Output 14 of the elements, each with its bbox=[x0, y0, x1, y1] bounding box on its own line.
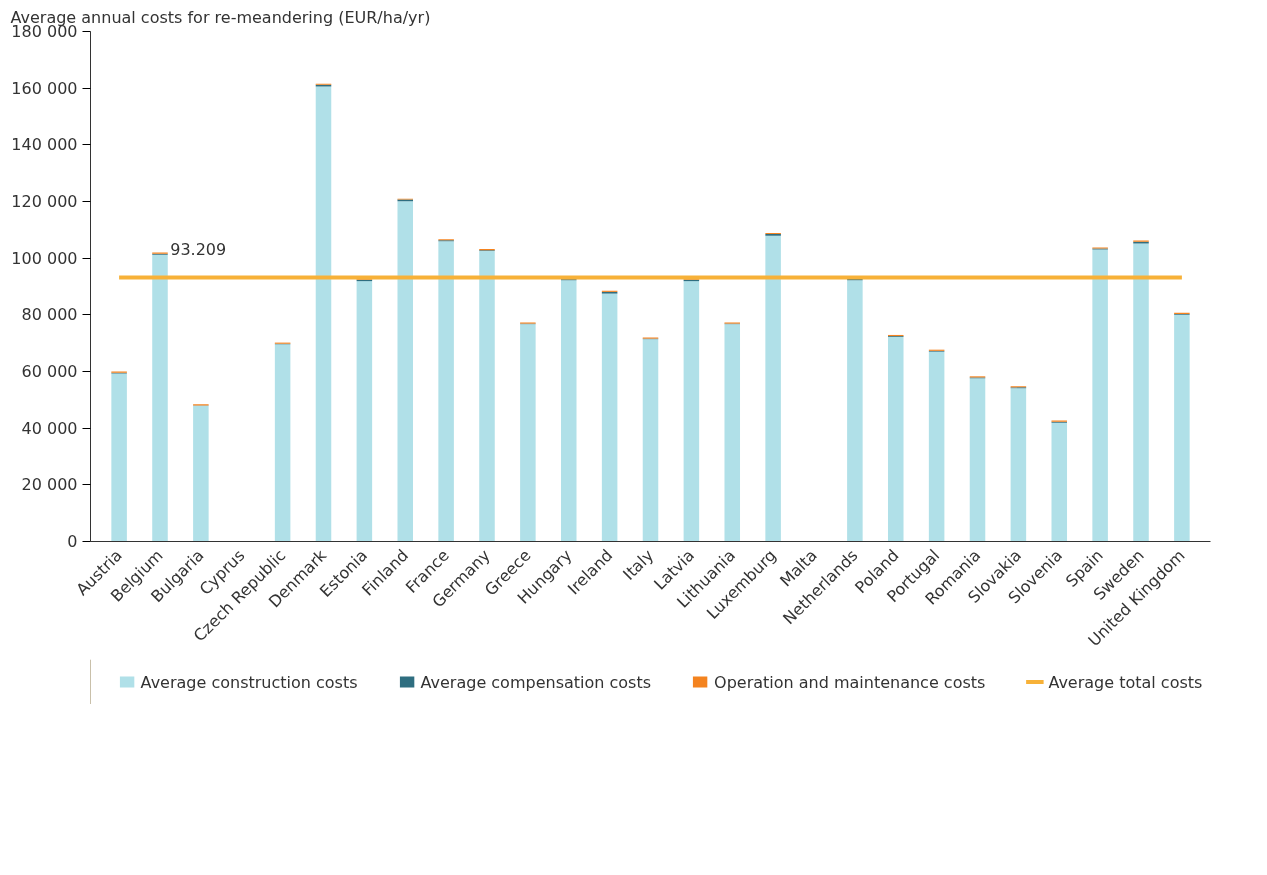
y-tick-label: 80 000 bbox=[21, 305, 78, 325]
y-tick-label: 140 000 bbox=[11, 135, 78, 155]
y-tick-label: 60 000 bbox=[21, 362, 78, 381]
legend-label: Operation and maintenance costs bbox=[714, 672, 986, 691]
y-tick-label: 120 000 bbox=[11, 192, 78, 211]
y-tick-label: 20 000 bbox=[21, 475, 78, 495]
y-tick-label: 0 bbox=[67, 532, 78, 551]
y-tick-label: 160 000 bbox=[11, 78, 78, 98]
annotation: 93.209 bbox=[170, 240, 227, 260]
legend-label: Average compensation costs bbox=[420, 672, 652, 691]
y-tick-label: 100 000 bbox=[11, 248, 78, 268]
legend-label: Average total costs bbox=[1048, 672, 1203, 691]
legend-label: Average construction costs bbox=[140, 672, 358, 691]
y-tick-label: 40 000 bbox=[21, 418, 78, 438]
